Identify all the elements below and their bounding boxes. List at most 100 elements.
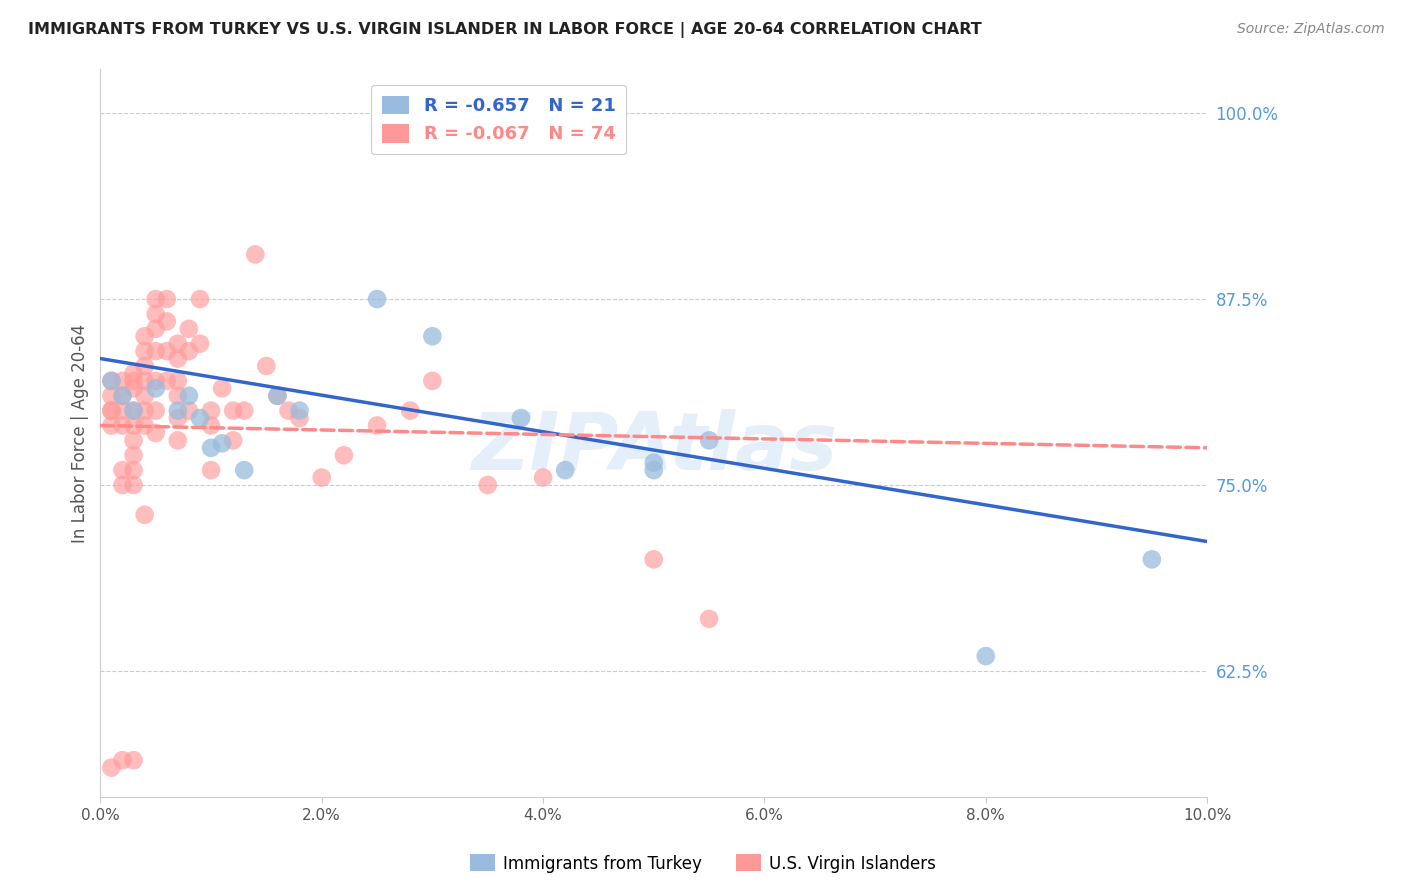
Point bbox=[166, 411, 188, 425]
Point bbox=[311, 470, 333, 484]
Point bbox=[643, 552, 665, 566]
Point bbox=[145, 381, 167, 395]
Point bbox=[166, 374, 188, 388]
Point bbox=[156, 314, 179, 328]
Point bbox=[145, 322, 167, 336]
Point bbox=[188, 411, 211, 425]
Point bbox=[134, 374, 156, 388]
Point bbox=[177, 322, 200, 336]
Point bbox=[366, 292, 388, 306]
Point bbox=[145, 425, 167, 440]
Point bbox=[145, 292, 167, 306]
Point bbox=[254, 359, 277, 373]
Point bbox=[177, 344, 200, 359]
Point bbox=[100, 403, 122, 417]
Point bbox=[111, 403, 134, 417]
Point bbox=[100, 403, 122, 417]
Point bbox=[222, 434, 245, 448]
Point bbox=[200, 463, 222, 477]
Point bbox=[266, 389, 288, 403]
Text: ZIPAtlas: ZIPAtlas bbox=[471, 409, 837, 486]
Point bbox=[111, 418, 134, 433]
Point bbox=[366, 418, 388, 433]
Point bbox=[200, 403, 222, 417]
Point bbox=[643, 456, 665, 470]
Point bbox=[134, 403, 156, 417]
Point bbox=[643, 463, 665, 477]
Point bbox=[145, 344, 167, 359]
Point bbox=[122, 463, 145, 477]
Point bbox=[134, 359, 156, 373]
Point bbox=[134, 329, 156, 343]
Point bbox=[145, 374, 167, 388]
Point bbox=[100, 761, 122, 775]
Point bbox=[122, 434, 145, 448]
Point bbox=[134, 389, 156, 403]
Point bbox=[122, 374, 145, 388]
Point bbox=[422, 329, 444, 343]
Point bbox=[111, 753, 134, 767]
Point bbox=[177, 389, 200, 403]
Point bbox=[288, 411, 311, 425]
Point bbox=[697, 434, 720, 448]
Point bbox=[122, 418, 145, 433]
Y-axis label: In Labor Force | Age 20-64: In Labor Force | Age 20-64 bbox=[72, 324, 89, 542]
Point bbox=[134, 344, 156, 359]
Point bbox=[166, 351, 188, 366]
Point bbox=[134, 508, 156, 522]
Text: IMMIGRANTS FROM TURKEY VS U.S. VIRGIN ISLANDER IN LABOR FORCE | AGE 20-64 CORREL: IMMIGRANTS FROM TURKEY VS U.S. VIRGIN IS… bbox=[28, 22, 981, 38]
Point bbox=[245, 247, 267, 261]
Point bbox=[422, 374, 444, 388]
Legend: Immigrants from Turkey, U.S. Virgin Islanders: Immigrants from Turkey, U.S. Virgin Isla… bbox=[464, 847, 942, 880]
Point bbox=[211, 381, 233, 395]
Point bbox=[111, 463, 134, 477]
Point bbox=[166, 389, 188, 403]
Point bbox=[156, 374, 179, 388]
Point bbox=[122, 753, 145, 767]
Point bbox=[134, 418, 156, 433]
Point bbox=[122, 478, 145, 492]
Point bbox=[111, 374, 134, 388]
Point bbox=[333, 448, 356, 462]
Point bbox=[233, 403, 256, 417]
Point bbox=[277, 403, 299, 417]
Point bbox=[111, 478, 134, 492]
Text: Source: ZipAtlas.com: Source: ZipAtlas.com bbox=[1237, 22, 1385, 37]
Point bbox=[531, 470, 554, 484]
Point bbox=[477, 478, 499, 492]
Point bbox=[100, 374, 122, 388]
Point bbox=[177, 403, 200, 417]
Point bbox=[156, 292, 179, 306]
Point bbox=[974, 648, 997, 663]
Point bbox=[166, 336, 188, 351]
Point bbox=[697, 612, 720, 626]
Point bbox=[122, 381, 145, 395]
Point bbox=[100, 374, 122, 388]
Point bbox=[166, 403, 188, 417]
Point bbox=[288, 403, 311, 417]
Point bbox=[211, 436, 233, 450]
Point bbox=[100, 418, 122, 433]
Point bbox=[145, 403, 167, 417]
Point bbox=[188, 336, 211, 351]
Point bbox=[111, 389, 134, 403]
Point bbox=[399, 403, 422, 417]
Point bbox=[200, 418, 222, 433]
Point bbox=[554, 463, 576, 477]
Point bbox=[222, 403, 245, 417]
Point bbox=[233, 463, 256, 477]
Point bbox=[122, 403, 145, 417]
Point bbox=[266, 389, 288, 403]
Point bbox=[122, 448, 145, 462]
Point bbox=[510, 411, 533, 425]
Point bbox=[166, 434, 188, 448]
Point bbox=[100, 389, 122, 403]
Point bbox=[156, 344, 179, 359]
Point bbox=[200, 441, 222, 455]
Point bbox=[122, 367, 145, 381]
Point bbox=[1140, 552, 1163, 566]
Point bbox=[122, 403, 145, 417]
Point bbox=[111, 389, 134, 403]
Point bbox=[145, 307, 167, 321]
Point bbox=[188, 292, 211, 306]
